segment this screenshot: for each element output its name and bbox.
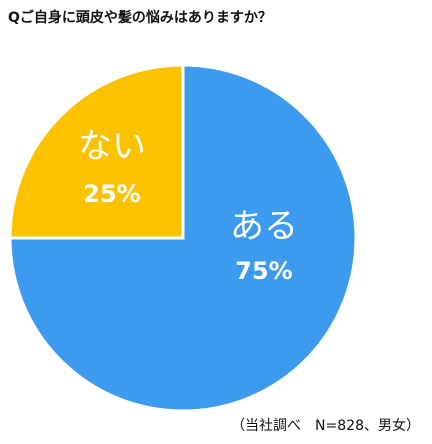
note: （当社調べ N=828、男女）	[231, 417, 420, 434]
slice-label: ある	[230, 207, 298, 247]
chart-title: Qご自身に頭皮や髪の悩みはありますか？	[8, 9, 272, 26]
pie-slice	[8, 63, 185, 240]
data-label: 75%	[235, 257, 292, 285]
slice-label: ない	[78, 127, 146, 167]
data-label: 25%	[83, 180, 140, 208]
